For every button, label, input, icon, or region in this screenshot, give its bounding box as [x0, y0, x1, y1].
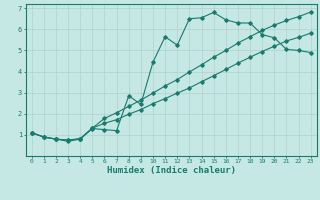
X-axis label: Humidex (Indice chaleur): Humidex (Indice chaleur) — [107, 166, 236, 175]
